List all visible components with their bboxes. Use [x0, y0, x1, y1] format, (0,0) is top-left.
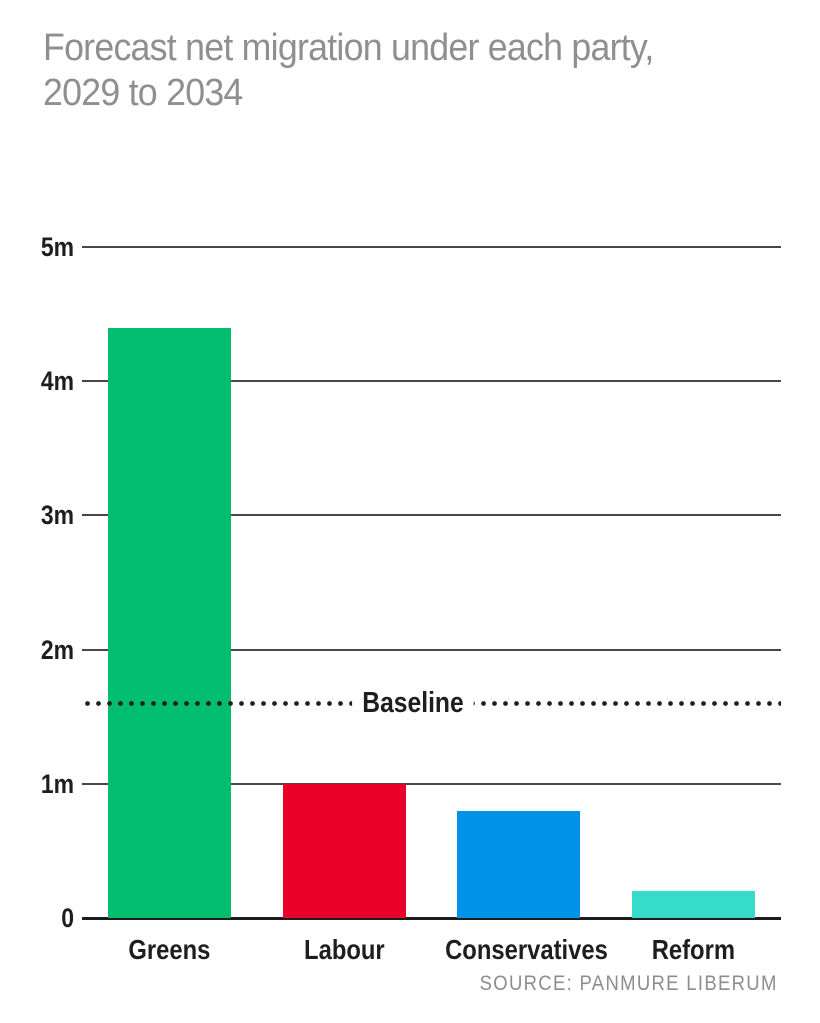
source-attribution: SOURCE: PANMURE LIBERUM	[479, 972, 778, 995]
bar-greens	[107, 327, 231, 918]
y-tick-label-1m: 1m	[40, 768, 74, 799]
category-label-greens: Greens	[128, 934, 211, 965]
chart-title: Forecast net migration under each party,…	[43, 27, 654, 114]
bar-reform	[632, 891, 756, 918]
gridline-3m	[82, 514, 781, 517]
y-tick-label-3m: 3m	[40, 500, 74, 531]
baseline-label: Baseline	[351, 686, 474, 721]
category-label-labour: Labour	[303, 934, 385, 965]
y-tick-label-2m: 2m	[40, 634, 74, 665]
gridline-5m	[82, 246, 781, 248]
gridline-4m	[82, 380, 781, 383]
category-label-reform: Reform	[651, 934, 736, 965]
y-tick-label-0: 0	[61, 903, 74, 933]
gridline-1m	[82, 782, 781, 785]
y-tick-label-5m: 5m	[40, 232, 74, 262]
bar-labour	[282, 783, 406, 918]
x-axis-line	[82, 916, 781, 920]
bar-conservatives	[457, 810, 581, 918]
y-tick-label-4m: 4m	[40, 366, 74, 397]
category-label-conservatives: Conservatives	[444, 934, 608, 965]
gridline-2m	[82, 648, 781, 651]
